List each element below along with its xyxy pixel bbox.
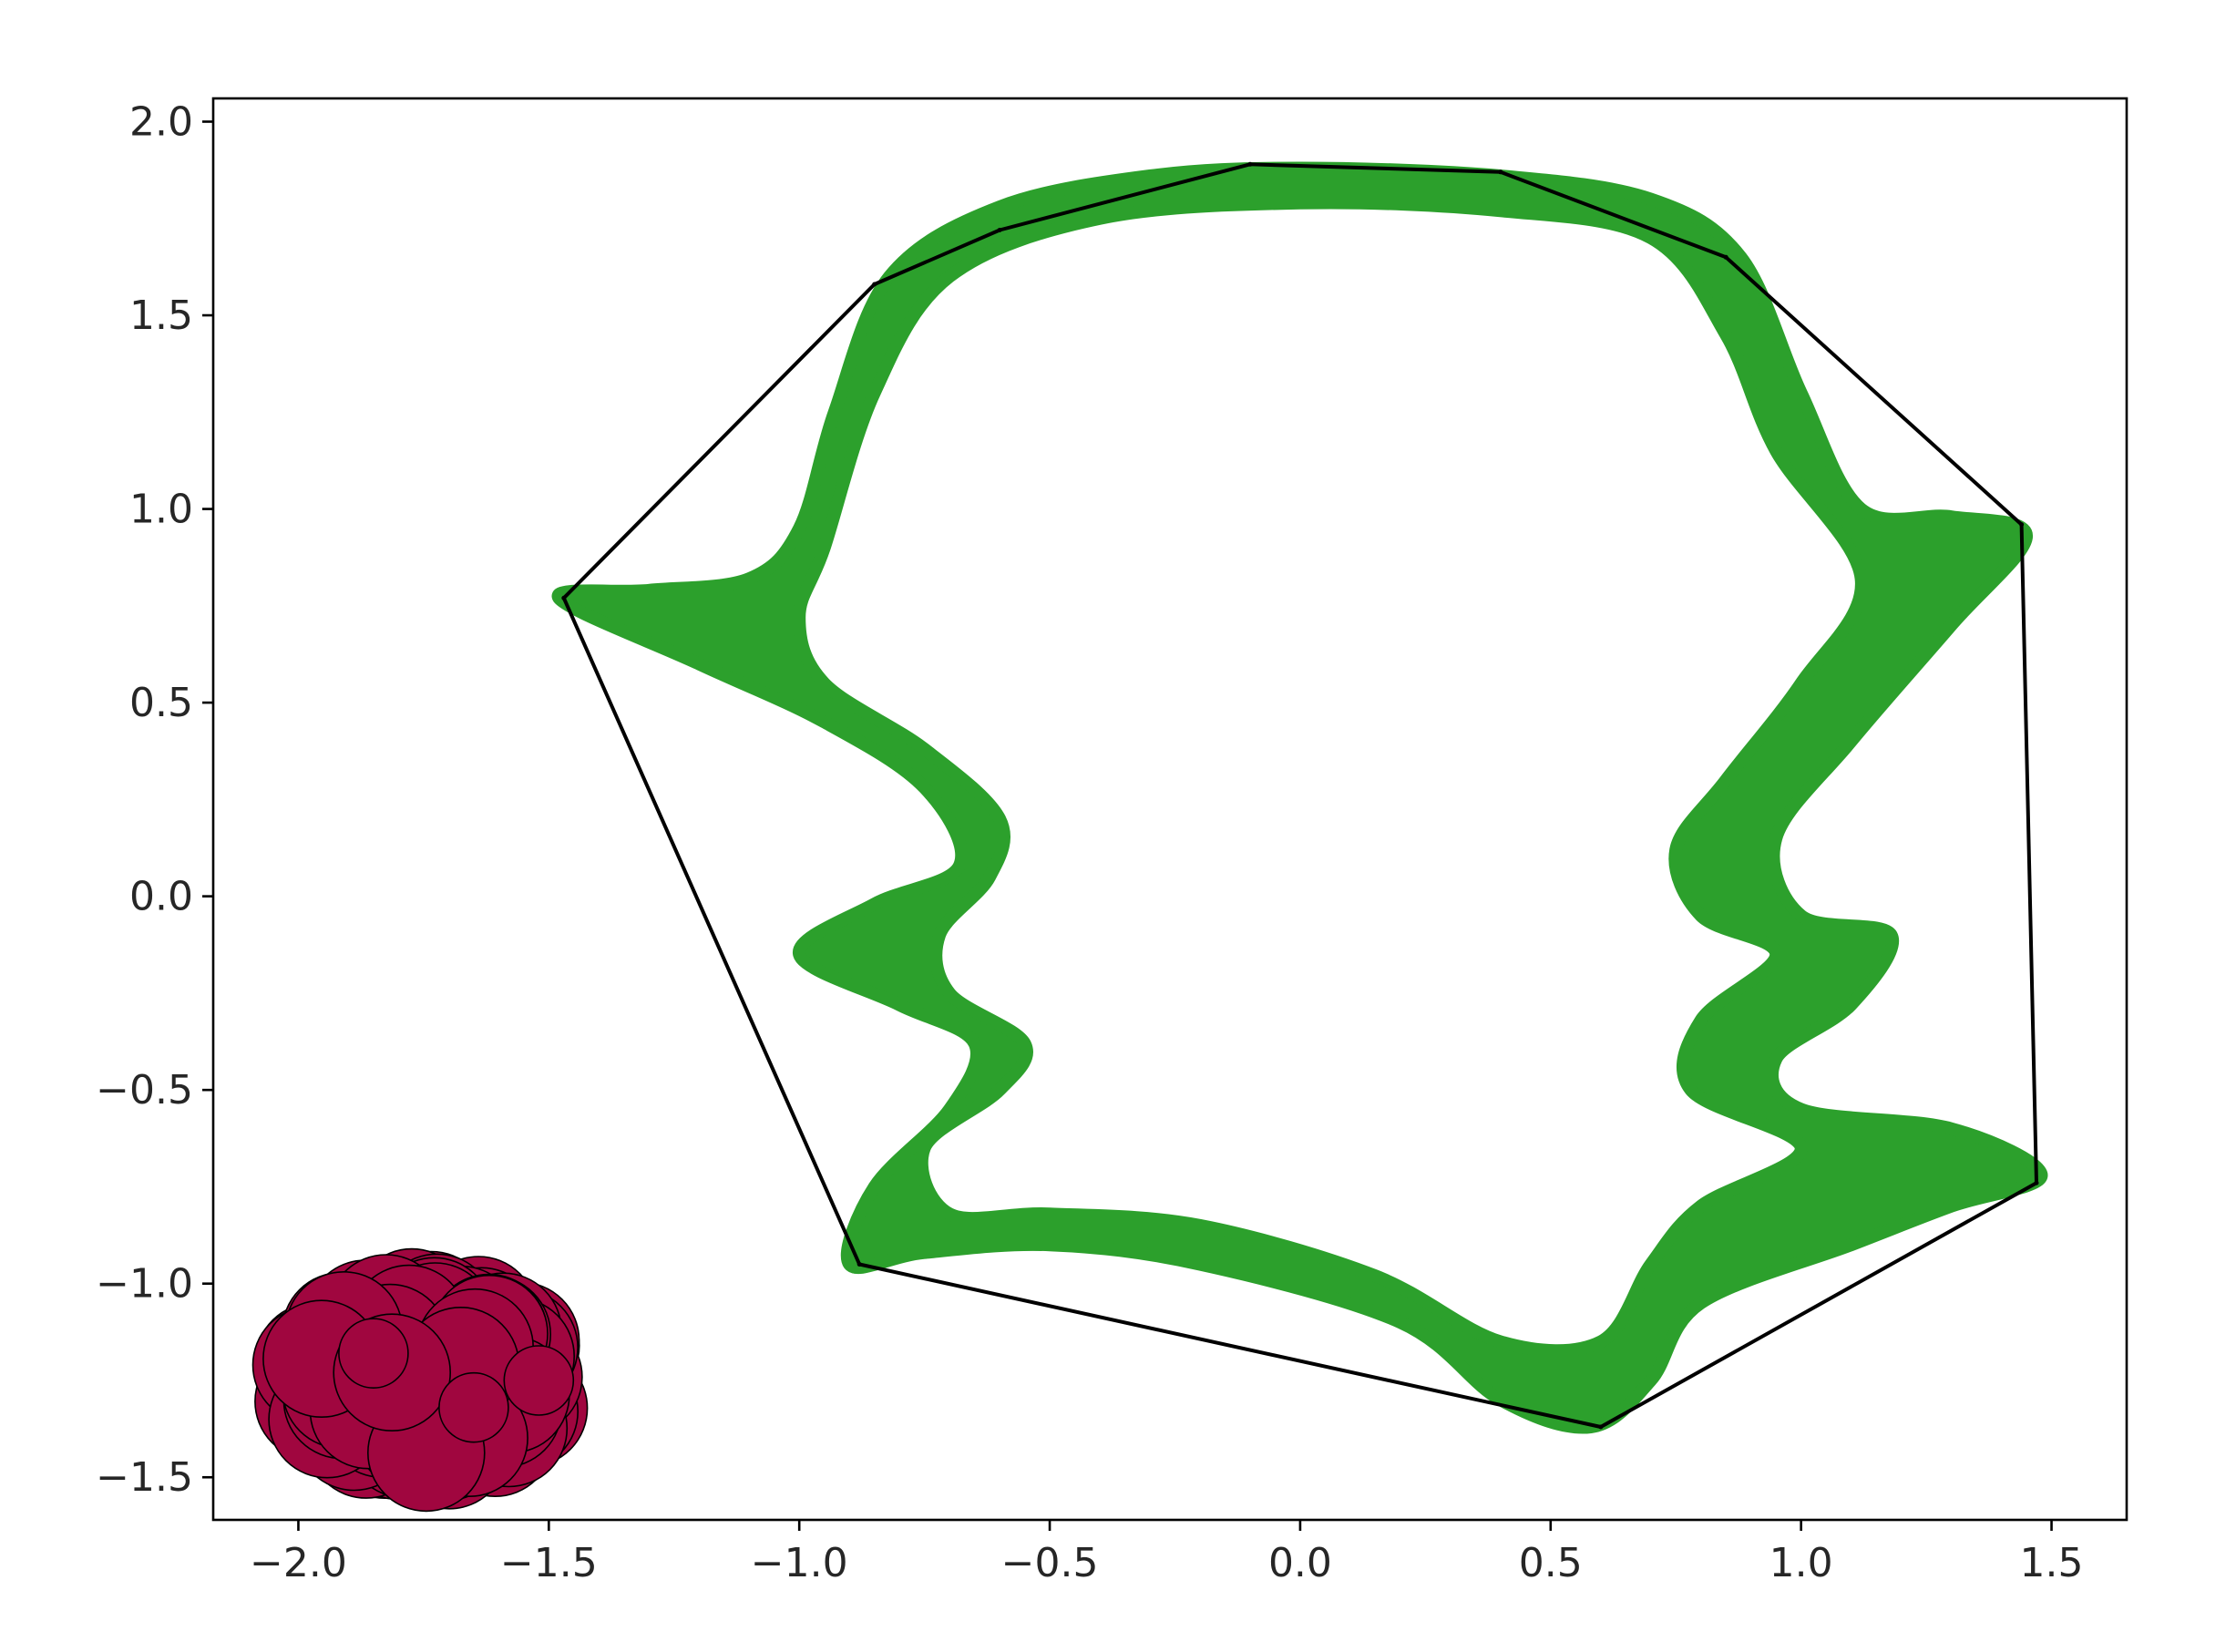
- hull-vertex: [561, 595, 567, 600]
- y-axis: −1.5 −1.0 −0.5 0.0 0.5 1.0 1.5 2.0: [96, 99, 213, 1501]
- cluster-point-top: [503, 1345, 575, 1416]
- x-tick-label: −2.0: [250, 1540, 347, 1586]
- y-tick-label: 0.0: [129, 874, 193, 920]
- hull-vertex: [856, 1262, 862, 1267]
- hull-vertex: [1598, 1424, 1604, 1430]
- hull-vertex: [1498, 169, 1503, 175]
- cluster-point-top: [438, 1371, 509, 1443]
- hull-vertex: [2019, 522, 2025, 528]
- x-axis: −2.0 −1.5 −1.0 −0.5 0.0 0.5 1.0 1.5: [250, 1520, 2084, 1586]
- hull-vertex: [997, 228, 1002, 232]
- x-tick-label: −1.5: [500, 1540, 598, 1586]
- y-tick-label: 0.5: [129, 680, 193, 726]
- y-tick-label: 1.5: [129, 292, 193, 339]
- axes-frame: [211, 97, 2128, 1522]
- x-tick-label: 0.0: [1268, 1540, 1332, 1586]
- y-tick-label: 2.0: [129, 99, 193, 146]
- x-tick-label: −1.0: [751, 1540, 848, 1586]
- hull-vertex: [1247, 161, 1253, 167]
- y-tick-label: −0.5: [96, 1067, 193, 1113]
- cluster-point-top: [338, 1318, 409, 1389]
- y-tick-label: −1.0: [96, 1261, 193, 1308]
- hull-vertex: [2034, 1180, 2039, 1185]
- plot-area: [251, 161, 2048, 1513]
- green-scatter-band: [551, 161, 2048, 1434]
- x-tick-label: 1.0: [1769, 1540, 1833, 1586]
- x-tick-label: 0.5: [1519, 1540, 1583, 1586]
- y-tick-label: −1.5: [96, 1454, 193, 1501]
- hull-vertex: [1723, 254, 1728, 260]
- y-tick-label: 1.0: [129, 487, 193, 533]
- maroon-cluster: [251, 1247, 589, 1513]
- hull-vertex: [872, 282, 877, 287]
- x-tick-label: 1.5: [2020, 1540, 2084, 1586]
- x-tick-label: −0.5: [1001, 1540, 1099, 1586]
